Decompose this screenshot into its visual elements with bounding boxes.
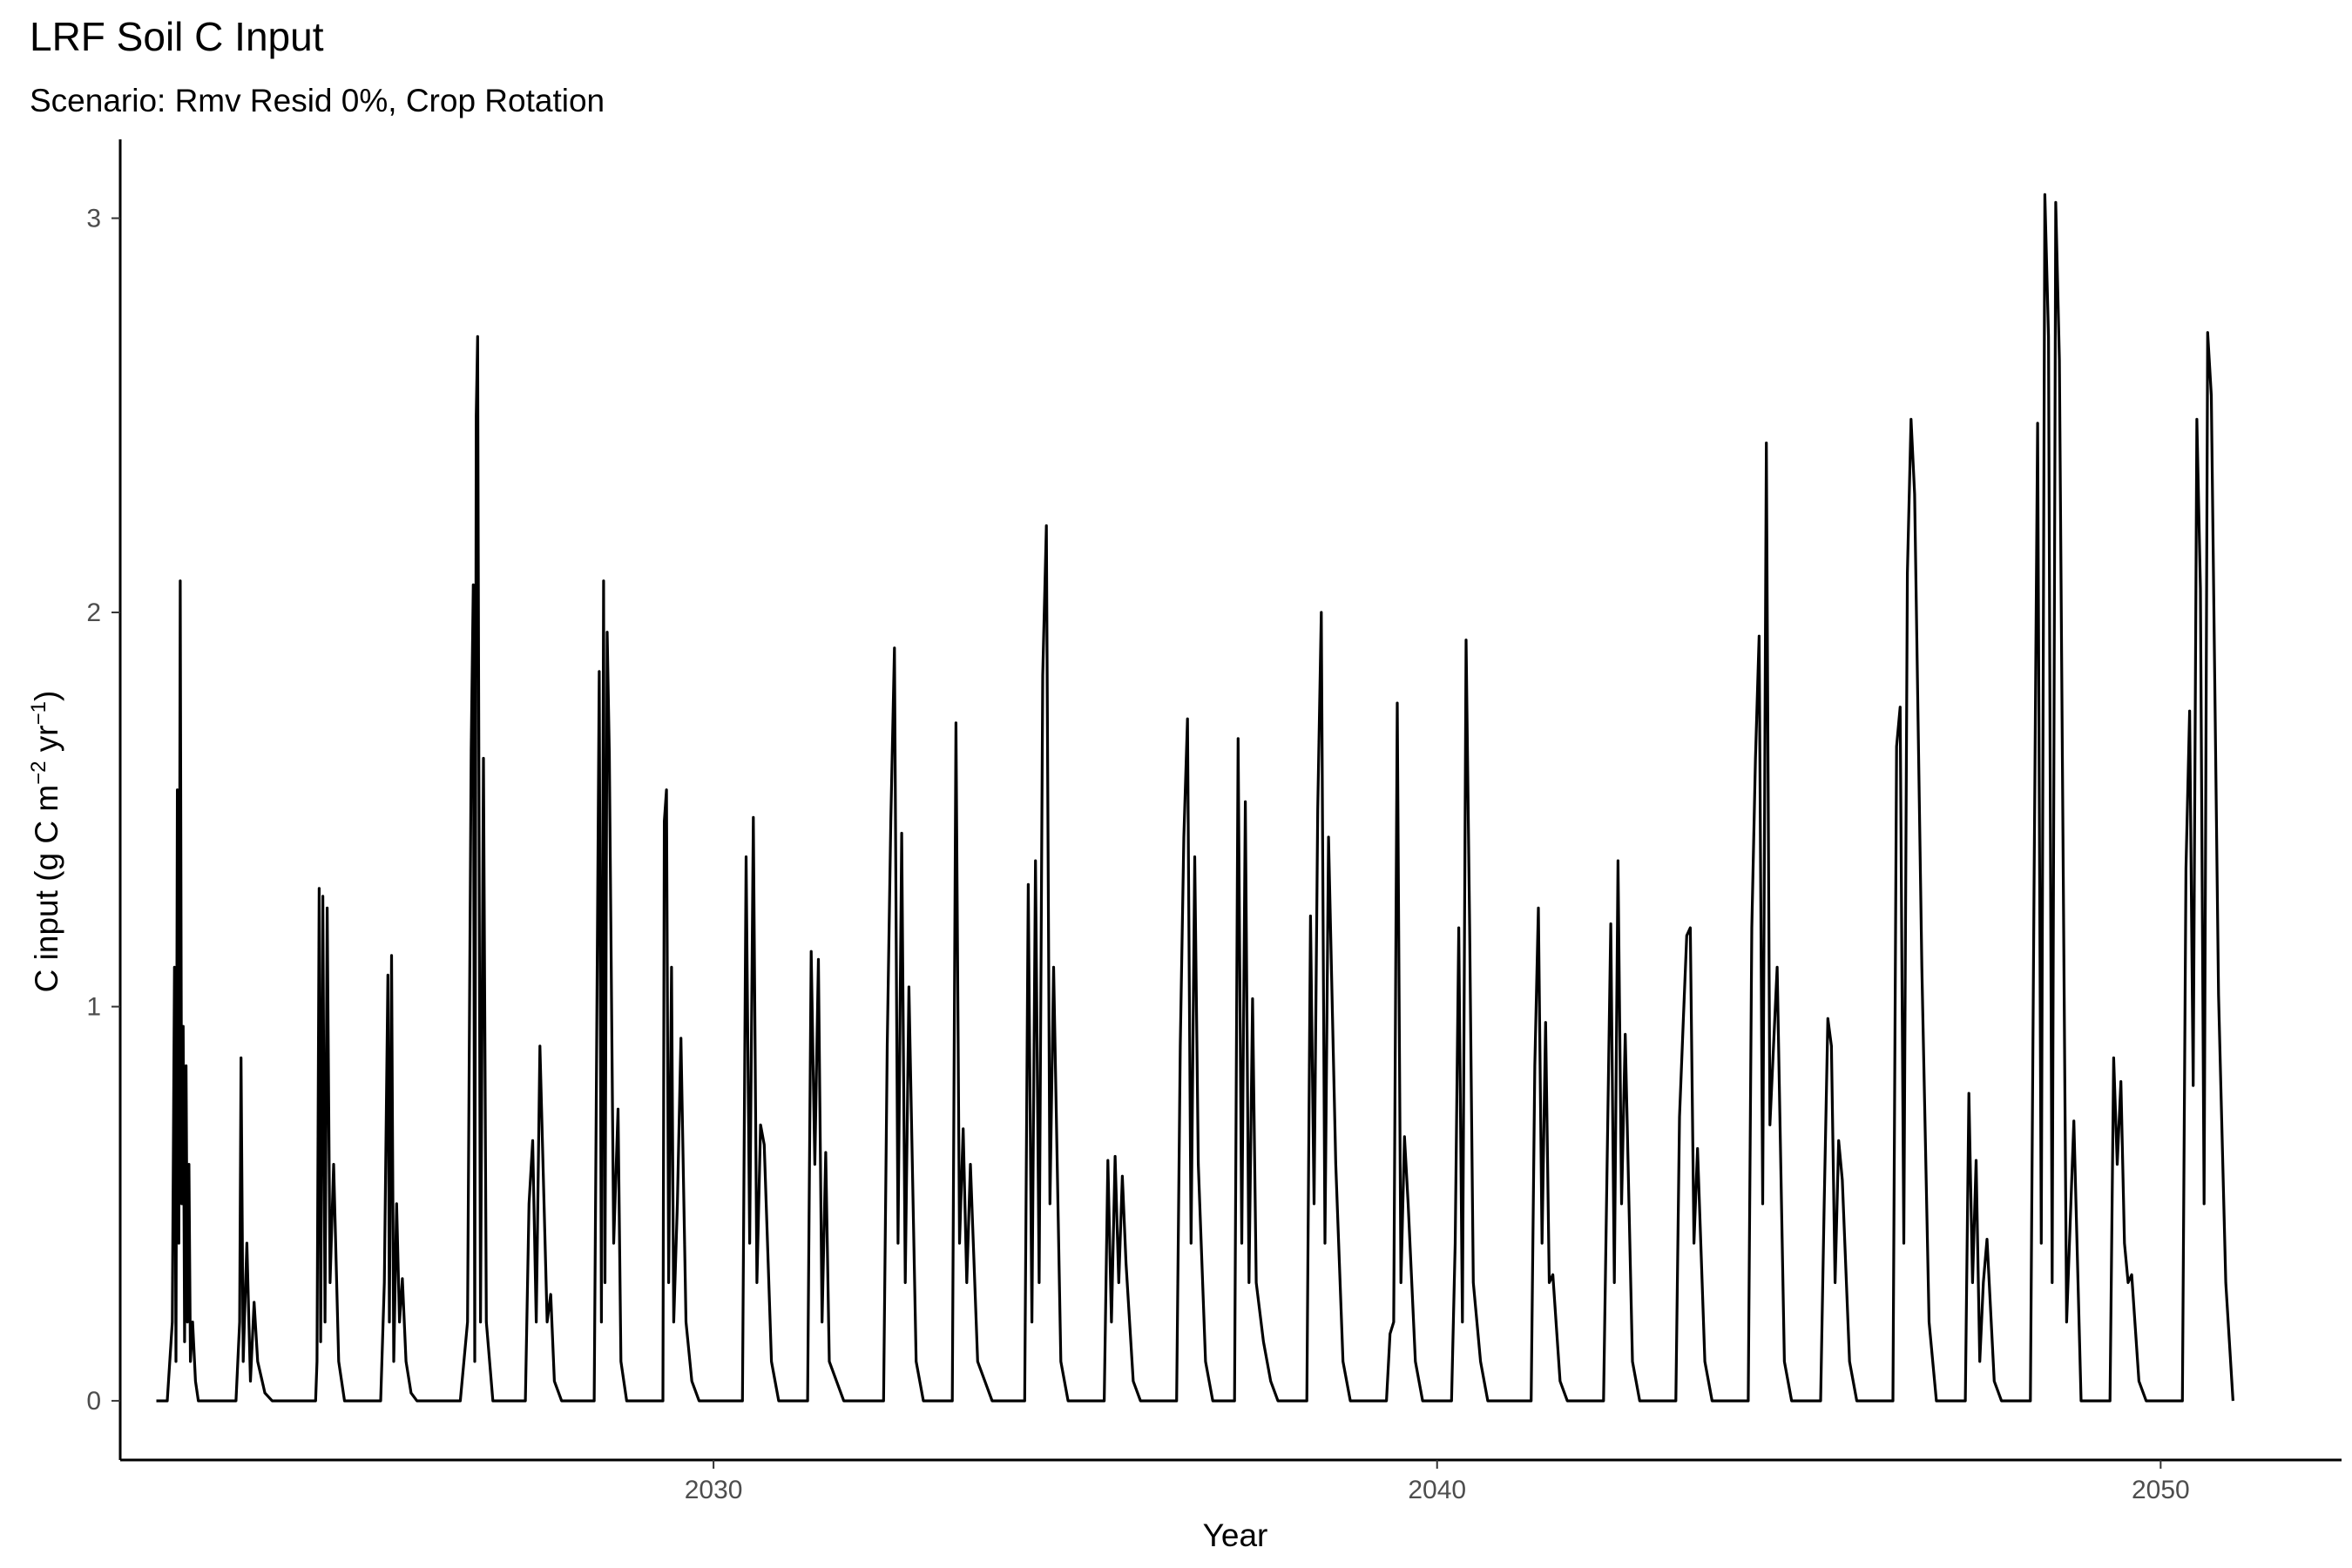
plot-area bbox=[156, 193, 2234, 1402]
y-axis-title-part: ) bbox=[29, 691, 64, 701]
y-tick-label: 2 bbox=[86, 598, 101, 627]
y-tick-label: 0 bbox=[86, 1387, 101, 1416]
x-tick-label: 2030 bbox=[685, 1476, 743, 1504]
y-axis-title-sup-2: −1 bbox=[27, 701, 51, 725]
chart-subtitle: Scenario: Rmv Resid 0%, Crop Rotation bbox=[30, 83, 605, 118]
chart-title: LRF Soil C Input bbox=[30, 14, 324, 59]
y-tick-label: 1 bbox=[86, 993, 101, 1022]
x-tick-label: 2050 bbox=[2132, 1476, 2190, 1504]
y-axis-title: C input (g C m−2 yr−1) bbox=[27, 691, 64, 993]
y-tick-label: 3 bbox=[86, 205, 101, 233]
y-axis-title-part: yr bbox=[29, 725, 64, 760]
series-line bbox=[156, 193, 2234, 1402]
x-tick-label: 2040 bbox=[1408, 1476, 1466, 1504]
x-axis-title: Year bbox=[1203, 1517, 1268, 1553]
y-axis-ticks: 0 1 2 3 bbox=[86, 205, 120, 1416]
y-axis-title-part: C input (g C m bbox=[29, 785, 64, 993]
x-axis-ticks: 2030 2040 2050 bbox=[685, 1460, 2190, 1504]
y-axis-title-sup-1: −2 bbox=[27, 760, 51, 784]
